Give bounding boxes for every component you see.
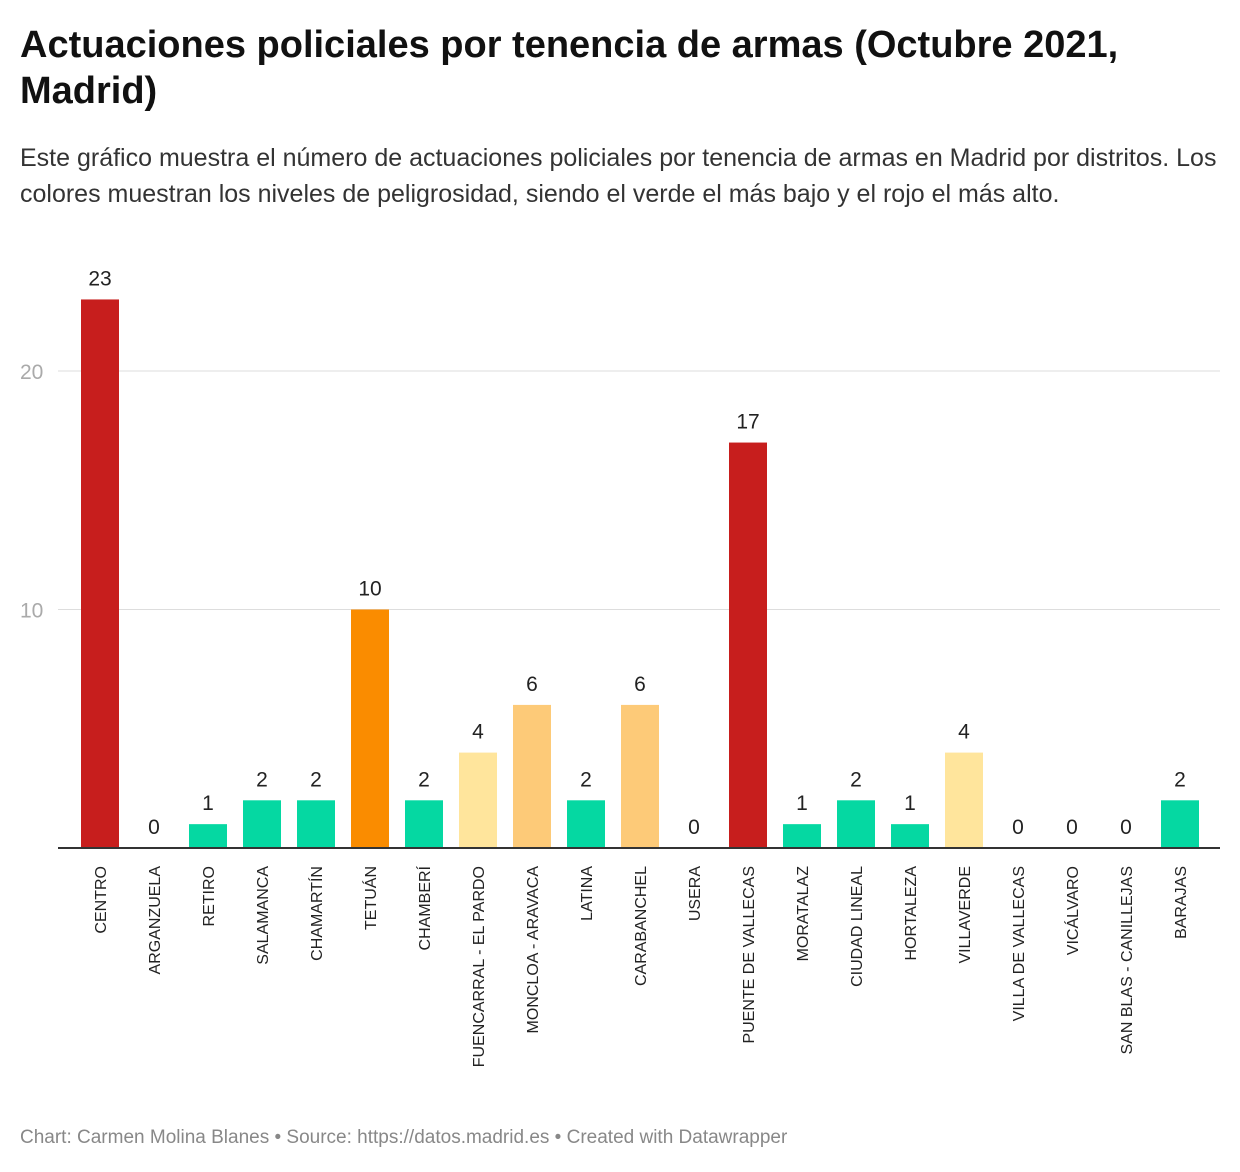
category-label: VILLA DE VALLECAS xyxy=(1011,866,1028,1021)
gridlines: 10 20 xyxy=(20,361,1220,623)
bar xyxy=(189,824,227,848)
bar xyxy=(297,800,335,848)
value-label: 2 xyxy=(580,768,592,791)
category-label: HORTALEZA xyxy=(903,866,920,961)
bar xyxy=(1161,800,1199,848)
category-label: LATINA xyxy=(579,866,596,921)
value-label: 1 xyxy=(796,792,808,815)
value-label: 4 xyxy=(472,721,484,744)
bar xyxy=(81,299,119,848)
chart-footer: Chart: Carmen Molina Blanes • Source: ht… xyxy=(20,1127,788,1148)
value-label: 2 xyxy=(418,768,430,791)
category-label: BARAJAS xyxy=(1173,866,1190,939)
bar xyxy=(945,752,983,848)
category-label: PUENTE DE VALLECAS xyxy=(741,866,758,1044)
y-tick-label: 20 xyxy=(20,361,43,384)
bar xyxy=(513,704,551,848)
category-label: TETUÁN xyxy=(361,866,380,930)
value-label: 0 xyxy=(1120,816,1132,839)
category-label: SAN BLAS - CANILLEJAS xyxy=(1119,866,1136,1055)
bar xyxy=(405,800,443,848)
category-label: MORATALAZ xyxy=(795,866,812,962)
value-label: 2 xyxy=(310,768,322,791)
category-label: CARABANCHEL xyxy=(633,866,650,986)
value-labels: 23 0 1 2 2 10 2 4 6 2 6 0 17 1 2 1 4 0 0 0 2 xyxy=(88,267,1186,839)
category-label: ARGANZUELA xyxy=(147,866,164,975)
category-label: FUENCARRAL - EL PARDO xyxy=(471,866,488,1067)
category-label: CIUDAD LINEAL xyxy=(849,866,866,987)
bar xyxy=(567,800,605,848)
value-label: 2 xyxy=(1174,768,1186,791)
category-label: USERA xyxy=(687,866,704,921)
bar xyxy=(891,824,929,848)
bar xyxy=(351,609,389,848)
chart-title: Actuaciones policiales por tenencia de a… xyxy=(20,24,1119,112)
bar xyxy=(729,442,767,848)
value-label: 0 xyxy=(148,816,160,839)
category-label: VILLAVERDE xyxy=(957,866,974,964)
value-label: 2 xyxy=(256,768,268,791)
category-label: SALAMANCA xyxy=(255,866,272,965)
bar xyxy=(621,704,659,848)
category-label: CHAMARTÍN xyxy=(307,866,326,961)
category-label: CHAMBERÍ xyxy=(415,865,434,950)
value-label: 23 xyxy=(88,267,111,290)
value-label: 6 xyxy=(634,673,646,696)
category-label: CENTRO xyxy=(93,866,110,934)
bar xyxy=(783,824,821,848)
value-label: 6 xyxy=(526,673,538,696)
value-label: 0 xyxy=(688,816,700,839)
value-label: 1 xyxy=(202,792,214,815)
category-label: RETIRO xyxy=(201,866,218,926)
category-label: VICÁLVARO xyxy=(1063,866,1082,955)
chart-subtitle: Este gráfico muestra el número de actuac… xyxy=(20,144,1217,208)
value-label: 2 xyxy=(850,768,862,791)
value-label: 0 xyxy=(1012,816,1024,839)
bar xyxy=(837,800,875,848)
value-label: 1 xyxy=(904,792,916,815)
value-label: 10 xyxy=(358,578,381,601)
bars xyxy=(58,299,1220,849)
bar xyxy=(459,752,497,848)
value-label: 17 xyxy=(736,411,759,434)
category-label: MONCLOA - ARAVACA xyxy=(525,866,542,1034)
category-labels: CENTRO ARGANZUELA RETIRO SALAMANCA CHAMARTÍN… xyxy=(93,865,1190,1067)
value-label: 0 xyxy=(1066,816,1078,839)
bar xyxy=(243,800,281,848)
value-label: 4 xyxy=(958,721,970,744)
y-tick-label: 10 xyxy=(20,600,43,623)
